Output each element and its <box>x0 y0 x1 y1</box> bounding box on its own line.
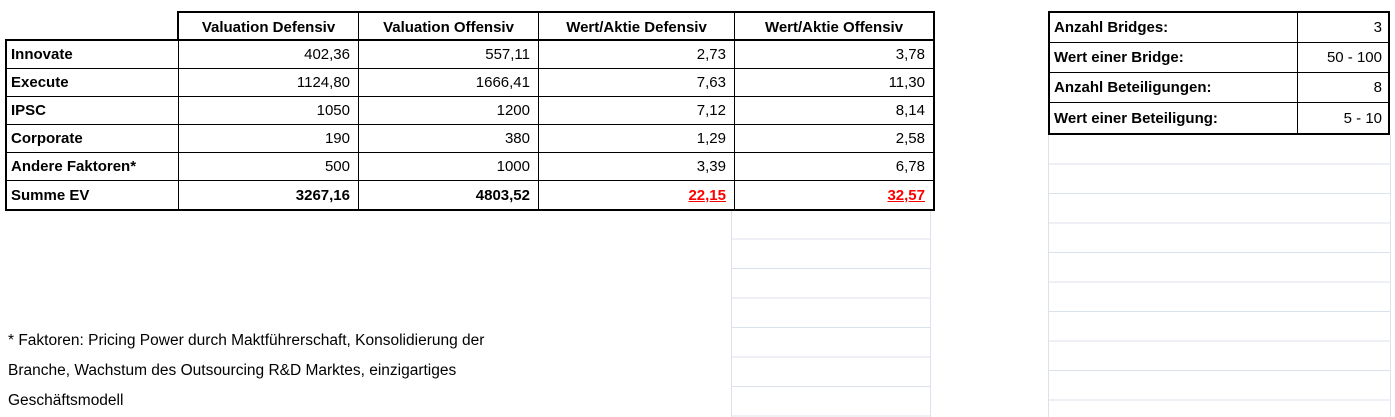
value-cell[interactable]: 190 <box>179 125 359 153</box>
footnote-line: Branche, Wachstum des Outsourcing R&D Ma… <box>8 362 457 379</box>
gridlines-region <box>731 210 931 417</box>
param-value[interactable]: 5 - 10 <box>1343 109 1382 127</box>
value-cell[interactable]: 557,11 <box>359 41 539 69</box>
value-cell[interactable]: 1124,80 <box>179 69 359 97</box>
row-label[interactable]: Andere Faktoren* <box>7 153 179 181</box>
value-cell[interactable]: 1000 <box>359 153 539 181</box>
value-cell[interactable]: 380 <box>359 125 539 153</box>
value-cell[interactable]: 1200 <box>359 97 539 125</box>
param-value[interactable]: 3 <box>1298 13 1388 43</box>
param-label[interactable]: Wert einer Beteiligung: <box>1050 103 1298 133</box>
value-cell[interactable]: 2,73 <box>539 41 735 69</box>
value-cell[interactable]: 1,29 <box>539 125 735 153</box>
value-cell[interactable]: 7,12 <box>539 97 735 125</box>
row-label[interactable]: IPSC <box>7 97 179 125</box>
footnote[interactable]: * Faktoren: Pricing Power durch Maktführ… <box>8 326 484 416</box>
footnote-line: * Faktoren: Pricing Power durch Maktführ… <box>8 332 485 349</box>
value-cell[interactable]: 3267,16 <box>179 181 359 209</box>
value-cell-highlighted[interactable]: 22,15 <box>539 181 735 209</box>
value-cell-highlighted[interactable]: 32,57 <box>887 186 925 204</box>
parameters-table: Anzahl Bridges: 3 Wert einer Bridge: 50 … <box>1048 11 1390 135</box>
value-cell[interactable]: 6,78 <box>735 153 933 181</box>
column-header[interactable]: Valuation Defensiv <box>179 13 359 41</box>
value-cell[interactable]: 1050 <box>179 97 359 125</box>
valuation-table: Innovate 402,36 557,11 2,73 3,78 Execute… <box>5 39 935 211</box>
value-cell[interactable]: 7,63 <box>539 69 735 97</box>
column-header[interactable]: Valuation Offensiv <box>359 13 539 41</box>
gridlines-region <box>1048 135 1391 417</box>
value-cell[interactable]: 2,58 <box>735 125 933 153</box>
param-value[interactable]: 8 <box>1298 73 1388 103</box>
row-label[interactable]: Corporate <box>7 125 179 153</box>
value-cell[interactable]: 402,36 <box>179 41 359 69</box>
param-value[interactable]: 50 - 100 <box>1298 43 1388 73</box>
valuation-table-header: Valuation Defensiv Valuation Offensiv We… <box>177 11 935 41</box>
footnote-line: Geschäftsmodell <box>8 392 124 409</box>
value-cell[interactable]: 4803,52 <box>359 181 539 209</box>
value-cell[interactable]: 500 <box>179 153 359 181</box>
value-cell[interactable]: 3,78 <box>735 41 933 69</box>
column-header[interactable]: Wert/Aktie Defensiv <box>539 13 735 41</box>
row-label[interactable]: Execute <box>7 69 179 97</box>
value-cell[interactable]: 11,30 <box>735 69 933 97</box>
row-label-summe-ev[interactable]: Summe EV <box>7 181 179 209</box>
param-label[interactable]: Anzahl Bridges: <box>1050 13 1298 43</box>
param-label[interactable]: Anzahl Beteiligungen: <box>1050 73 1298 103</box>
column-header[interactable]: Wert/Aktie Offensiv <box>764 18 904 36</box>
param-label[interactable]: Wert einer Bridge: <box>1050 43 1298 73</box>
row-label[interactable]: Innovate <box>7 41 179 69</box>
value-cell[interactable]: 3,39 <box>539 153 735 181</box>
value-cell[interactable]: 8,14 <box>735 97 933 125</box>
value-cell[interactable]: 1666,41 <box>359 69 539 97</box>
